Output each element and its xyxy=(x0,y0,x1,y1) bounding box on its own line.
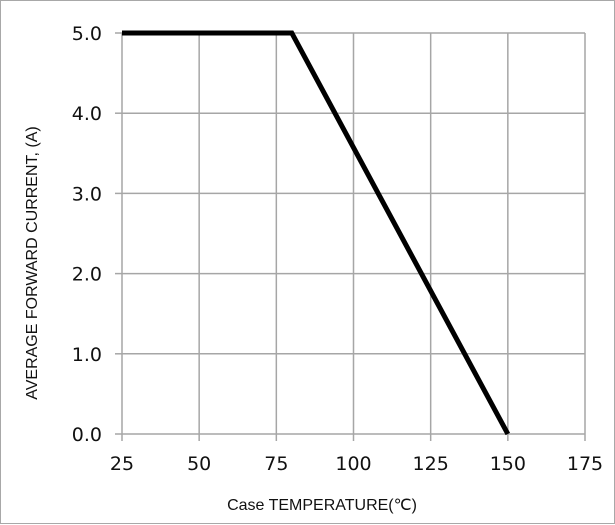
y-tick-label-5: 5.0 xyxy=(72,23,102,45)
grid xyxy=(115,32,586,441)
x-tick-label-3: 100 xyxy=(335,453,371,475)
y-tick-label-4: 4.0 xyxy=(72,103,102,125)
series-layer xyxy=(122,30,511,436)
x-tick-label-4: 125 xyxy=(413,453,449,475)
y-axis-label: AVERAGE FORWARD CURRENT, (A) xyxy=(24,126,41,400)
x-axis-label: Case TEMPERATURE(℃) xyxy=(227,497,417,514)
x-tick-label-5: 150 xyxy=(490,453,526,475)
x-tick-label-1: 50 xyxy=(187,453,211,475)
y-tick-labels: 0.0 1.0 2.0 3.0 4.0 5.0 xyxy=(72,23,102,446)
y-tick-label-1: 1.0 xyxy=(72,344,102,366)
series-line-0 xyxy=(122,30,511,436)
y-tick-label-2: 2.0 xyxy=(72,264,102,286)
x-tick-label-2: 75 xyxy=(264,453,288,475)
x-tick-labels: 25 50 75 100 125 150 175 xyxy=(110,453,603,475)
y-tick-label-0: 0.0 xyxy=(72,424,102,446)
x-tick-label-0: 25 xyxy=(110,453,134,475)
y-tick-label-3: 3.0 xyxy=(72,183,102,205)
x-tick-label-6: 175 xyxy=(567,453,603,475)
